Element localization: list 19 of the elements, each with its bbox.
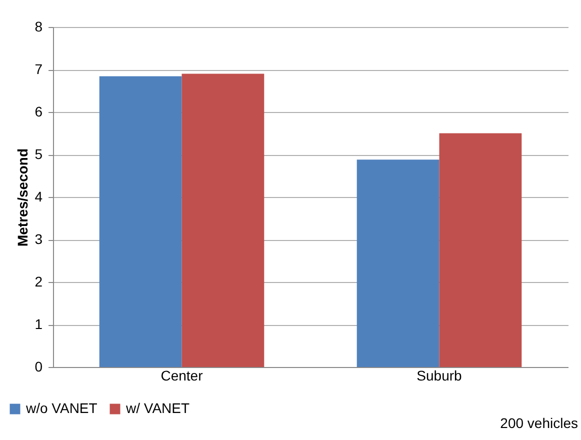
y-tick-label: 6 [34,104,43,120]
legend-label: w/ VANET [125,400,190,416]
y-tick-label: 3 [34,231,43,247]
y-tick-label: 2 [34,274,43,290]
y-tick-label: 1 [34,316,43,332]
text: 200 vehicles [500,415,578,431]
bar [356,160,440,367]
y-tick-label: 4 [34,188,43,204]
bar [99,76,182,367]
y-tick-label: 0 [34,358,43,374]
bar [182,74,264,367]
y-tick-label: 8 [34,18,43,34]
x-tick-label: Center [160,368,204,384]
y-axis-title: Metres/second [14,148,31,247]
y-tick-label: 7 [34,61,43,77]
bar [439,133,522,367]
y-tick-label: 5 [34,146,43,162]
x-tick-label: Suburb [416,368,462,384]
legend-label: w/o VANET [25,400,98,416]
